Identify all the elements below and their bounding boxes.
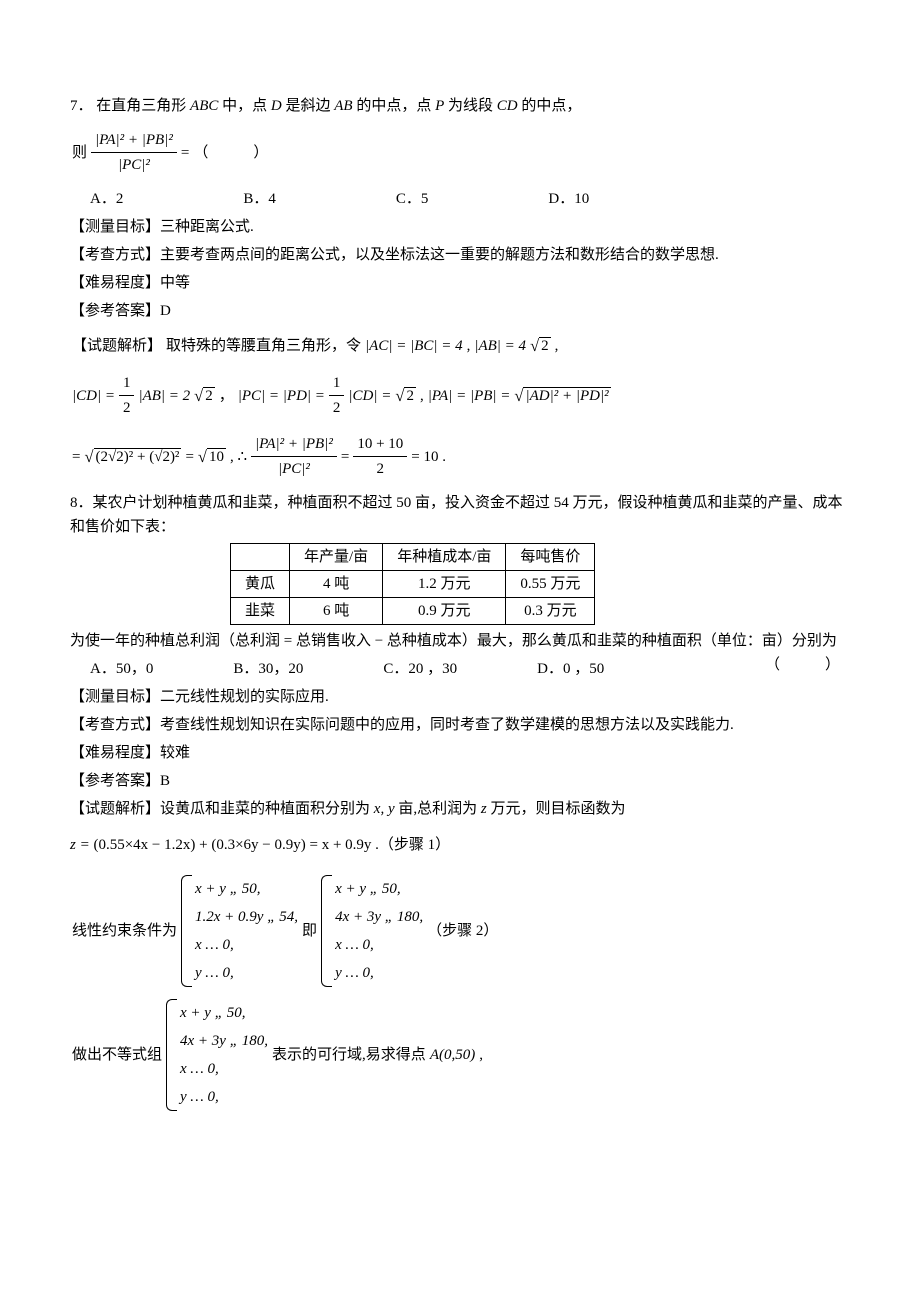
table-header-cost: 年种植成本/亩 (383, 544, 506, 571)
q7-option-a: A．2 (90, 187, 123, 211)
system-2: x + y „ 50, 4x + 3y „ 180, x … 0, y … 0, (321, 875, 423, 987)
table-row: 黄瓜 4 吨 1.2 万元 0.55 万元 (231, 571, 595, 598)
q8-objective-eq: z = (0.55×4x − 1.2x) + (0.3×6y − 0.9y) =… (70, 833, 850, 857)
q7-option-c: C．5 (396, 187, 429, 211)
q8-method: 【考查方式】考查线性规划知识在实际问题中的应用，同时考查了数学建模的思想方法以及… (70, 713, 850, 737)
table-header-blank (231, 544, 290, 571)
q7-option-b: B．4 (243, 187, 276, 211)
table-row: 韭菜 6 吨 0.9 万元 0.3 万元 (231, 598, 595, 625)
q7-analysis-line1: 【试题解析】取特殊的等腰直角三角形，令 |AC| = |BC| = 4 , |A… (70, 331, 560, 361)
q7-number: 7． (70, 98, 93, 114)
q8-stem-line1: 8．某农户计划种植黄瓜和韭菜，种植面积不超过 50 亩，投入资金不超过 54 万… (70, 491, 850, 539)
q8-analysis-line1: 【试题解析】设黄瓜和韭菜的种植面积分别为 x, y 亩,总利润为 z 万元，则目… (70, 797, 850, 821)
text-abc: ABC (190, 98, 218, 114)
q8-option-a: A．50，0 (90, 657, 153, 681)
q8-answer: 【参考答案】B (70, 769, 850, 793)
q8-level: 【难易程度】较难 (70, 741, 850, 765)
q7-options: A．2 B．4 C．5 D．10 (90, 187, 850, 211)
q8-number: 8． (70, 495, 93, 511)
q7-target: 【测量目标】三种距离公式. (70, 215, 850, 239)
q8-target: 【测量目标】二元线性规划的实际应用. (70, 685, 850, 709)
q8-option-c: C．20 ，30 (383, 657, 457, 681)
q8-option-d: D．0 ，50 (537, 657, 604, 681)
q7-stem-line1: 7． 在直角三角形 ABC 中，点 D 是斜边 AB 的中点，点 P 为线段 C… (70, 94, 850, 118)
q8-feasible: 做出不等式组 x + y „ 50, 4x + 3y „ 180, x … 0,… (70, 997, 485, 1113)
q7-stem-line2: 则 |PA|² + |PB|² |PC|² = （ ） (70, 126, 270, 179)
q8-stem-line2: 为使一年的种植总利润（总利润 = 总销售收入 − 总种植成本）最大，那么黄瓜和韭… (70, 629, 850, 653)
q7-main-fraction: |PA|² + |PB|² |PC|² (91, 128, 177, 177)
q8-option-b: B．30，20 (233, 657, 303, 681)
q7-analysis-line2: |CD| = 12 |AB| = 2√2 ， |PC| = |PD| = 12 … (70, 369, 613, 422)
answer-blank: （ ） (765, 653, 840, 677)
q8-options: A．50，0 B．30，20 C．20 ，30 D．0 ，50 (90, 657, 765, 681)
system-3: x + y „ 50, 4x + 3y „ 180, x … 0, y … 0, (166, 999, 268, 1111)
answer-blank: （ ） (193, 141, 268, 165)
q7-level: 【难易程度】中等 (70, 271, 850, 295)
q7-answer: 【参考答案】D (70, 299, 850, 323)
q8-data-table: 年产量/亩 年种植成本/亩 每吨售价 黄瓜 4 吨 1.2 万元 0.55 万元… (230, 543, 595, 625)
q7-analysis-line3: = √(2√2)² + (√2)² = √10 , ∴ |PA|² + |PB|… (70, 430, 448, 483)
table-row: 年产量/亩 年种植成本/亩 每吨售价 (231, 544, 595, 571)
q7-method: 【考查方式】主要考查两点间的距离公式，以及坐标法这一重要的解题方法和数形结合的数… (70, 243, 850, 267)
q7-option-d: D．10 (548, 187, 589, 211)
table-header-price: 每吨售价 (506, 544, 595, 571)
system-1: x + y „ 50, 1.2x + 0.9y „ 54, x … 0, y …… (181, 875, 298, 987)
q8-constraints: 线性约束条件为 x + y „ 50, 1.2x + 0.9y „ 54, x … (70, 873, 500, 989)
table-header-yield: 年产量/亩 (290, 544, 383, 571)
